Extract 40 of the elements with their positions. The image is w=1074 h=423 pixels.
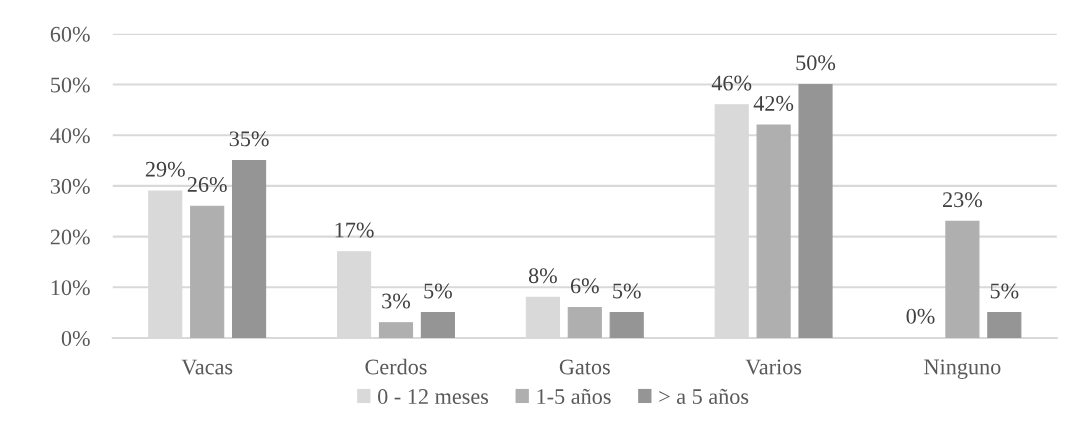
legend-label: > a 5 años: [659, 388, 749, 405]
x-tick-label: Cerdos: [365, 358, 427, 375]
bar: [987, 312, 1022, 338]
legend-label: 1-5 años: [537, 388, 611, 405]
bar: [378, 322, 414, 338]
data-label: 3%: [382, 293, 411, 309]
y-tick-label: 10%: [51, 280, 90, 296]
y-tick-label: 20%: [50, 229, 90, 245]
data-label: 29%: [145, 161, 185, 177]
x-tick-label: Gatos: [559, 359, 610, 375]
data-label: 46%: [711, 75, 752, 91]
data-label: 23%: [943, 192, 983, 208]
data-label: 5%: [990, 283, 1019, 299]
data-label: 35%: [229, 131, 269, 147]
bar: [756, 124, 791, 338]
y-tick-label: 30%: [50, 178, 90, 194]
bar: [420, 312, 455, 338]
bar: [798, 83, 833, 338]
data-label: 6%: [570, 278, 599, 294]
x-tick-label: Varios: [745, 359, 802, 375]
data-label: 17%: [335, 222, 374, 238]
data-label: 8%: [528, 268, 557, 284]
bar: [567, 307, 602, 338]
data-label: 0%: [906, 308, 935, 324]
data-label: 26%: [187, 176, 227, 193]
data-label: 5%: [613, 283, 641, 299]
y-tick-label: 60%: [50, 26, 90, 42]
bar: [945, 220, 980, 338]
x-tick-label: Ninguno: [924, 359, 1001, 379]
data-label: 5%: [424, 283, 452, 299]
y-tick-label: 0%: [61, 330, 90, 346]
y-tick-label: 50%: [51, 77, 90, 93]
data-label: 50%: [796, 55, 836, 71]
y-tick-label: 40%: [50, 128, 90, 144]
bar: [232, 160, 267, 338]
legend-label: 0 - 12 meses: [378, 389, 489, 405]
bar: [190, 205, 225, 338]
data-label: 42%: [753, 95, 794, 111]
bar: [609, 312, 644, 338]
x-tick-label: Vacas: [181, 359, 233, 375]
